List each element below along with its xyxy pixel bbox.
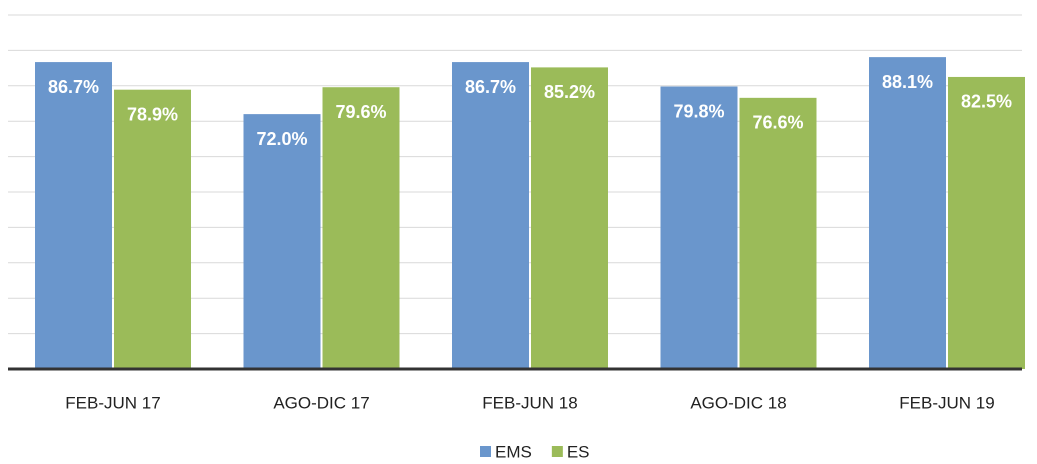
value-label: 79.6% [335, 102, 386, 122]
bar [869, 57, 946, 369]
bar [114, 89, 191, 369]
x-tick-label: AGO-DIC 18 [690, 393, 786, 412]
legend-label: ES [567, 442, 590, 461]
value-label: 78.9% [127, 104, 178, 124]
value-label: 86.7% [465, 77, 516, 97]
bar [322, 87, 400, 369]
bar [35, 62, 112, 369]
legend-label: EMS [495, 442, 532, 461]
value-label: 79.8% [673, 101, 724, 121]
value-label: 82.5% [961, 92, 1012, 112]
bar [948, 76, 1025, 369]
bar [531, 67, 608, 369]
bar [452, 62, 529, 369]
value-label: 86.7% [48, 77, 99, 97]
value-label: 85.2% [544, 82, 595, 102]
x-tick-label: FEB-JUN 18 [482, 393, 577, 412]
bar [660, 86, 738, 370]
value-label: 76.6% [752, 113, 803, 133]
bar [739, 97, 817, 369]
bar [243, 114, 321, 370]
value-label: 72.0% [256, 129, 307, 149]
legend-swatch [480, 446, 491, 457]
x-tick-label: FEB-JUN 17 [65, 393, 160, 412]
legend-swatch [551, 446, 563, 457]
value-label: 88.1% [882, 72, 933, 92]
x-tick-label: AGO-DIC 17 [273, 393, 369, 412]
x-tick-label: FEB-JUN 19 [899, 393, 994, 412]
